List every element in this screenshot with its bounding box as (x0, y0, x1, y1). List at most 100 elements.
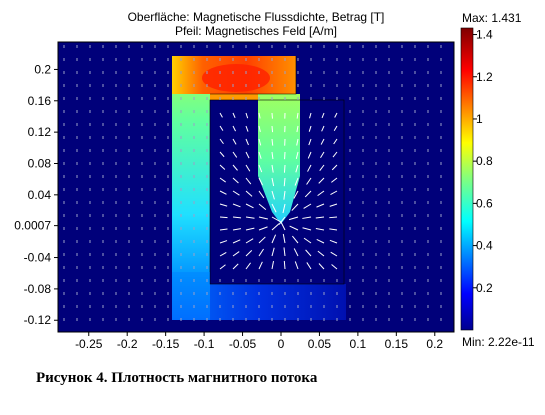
x-tick-label: 0.15 (385, 337, 409, 351)
colorbar-ticks: 1.4 1.2 1 0.8 0.6 0.4 0.2 (473, 28, 493, 295)
x-tick-label: -0.2 (117, 337, 138, 351)
field-arrow (320, 151, 325, 158)
field-arrow (291, 203, 299, 211)
y-tick-label: 0.2 (34, 62, 51, 76)
plot-title: Oberfläche: Magnetische Flussdichte, Bet… (127, 10, 385, 24)
field-arrow (219, 216, 228, 219)
field-arrow (307, 151, 312, 159)
field-arrow (245, 164, 251, 172)
field-arrow (232, 125, 236, 132)
colorbar (460, 27, 474, 331)
x-tick-label: 0.05 (308, 337, 332, 351)
field-arrow (258, 203, 267, 210)
x-tick-label: 0 (278, 337, 285, 351)
field-arrow (245, 250, 253, 257)
field-arrows (63, 45, 442, 321)
field-arrow (320, 138, 325, 145)
field-arrow (258, 125, 261, 133)
x-tick-label: -0.15 (152, 337, 180, 351)
field-arrow (219, 125, 224, 131)
field-arrow (219, 264, 226, 270)
field-arrow (282, 233, 286, 244)
field-arrow (306, 177, 312, 185)
field-arrow (330, 190, 338, 196)
field-arrow (271, 151, 274, 160)
field-arrow (245, 151, 250, 159)
field-arrow (333, 138, 338, 145)
field-arrow (271, 247, 275, 257)
field-arrow (283, 190, 286, 200)
field-arrow (303, 237, 312, 244)
field-arrow (293, 248, 299, 257)
field-arrow (329, 239, 338, 244)
left-leg-region (172, 56, 210, 320)
field-arrow (329, 216, 338, 219)
field-arrow (245, 138, 249, 146)
field-arrow (294, 177, 299, 186)
field-arrow (258, 226, 268, 231)
field-arrow (319, 164, 325, 172)
x-tick-label: 0.1 (350, 337, 367, 351)
left-leg-lower-shade (172, 272, 210, 320)
field-arrow (331, 264, 338, 270)
field-arrow (245, 190, 253, 197)
field-arrow (245, 112, 249, 119)
field-arrow (258, 261, 263, 270)
y-tick-label: 0.16 (28, 94, 52, 108)
field-arrow (289, 225, 299, 231)
field-arrow (283, 247, 286, 257)
field-arrow (283, 164, 286, 173)
field-arrow (271, 223, 280, 231)
air-gap-boundary (209, 99, 345, 285)
top-yoke-inner-edge (210, 94, 260, 100)
field-arrow (302, 216, 312, 219)
field-arrow (245, 227, 255, 231)
field-arrow (321, 112, 325, 119)
y-tick-label: 0.12 (28, 125, 52, 139)
field-arrow (302, 227, 312, 231)
field-arrow (258, 236, 266, 244)
field-arrow (245, 262, 251, 270)
yoke-boundary (210, 56, 297, 95)
field-arrow (232, 263, 239, 270)
colorbar-tick-label: 0.4 (476, 239, 493, 253)
field-arrow (307, 164, 312, 172)
plot-subtitle: Pfeil: Magnetisches Feld [A/m] (174, 24, 338, 38)
field-arrow (245, 238, 254, 244)
field-arrow (232, 239, 241, 244)
field-arrow (219, 112, 223, 118)
colorbar-tick-label: 0.2 (476, 281, 493, 295)
field-arrow (309, 112, 312, 119)
flux-hotspot (202, 64, 270, 92)
colorbar-tick-label: 1.4 (476, 28, 493, 42)
colorbar-tick-label: 1 (476, 112, 483, 126)
field-arrow (258, 248, 264, 257)
pole-piece-region (258, 94, 300, 224)
colorbar-max-label: Max: 1.431 (462, 11, 522, 25)
field-arrow (271, 177, 275, 187)
geometry-layer (172, 56, 346, 320)
field-arrow (304, 190, 312, 198)
field-arrow (296, 125, 299, 133)
field-arrow (296, 112, 299, 119)
y-tick-label: 0.08 (28, 156, 52, 170)
field-arrow (316, 239, 325, 244)
field-arrow (219, 151, 225, 158)
field-arrow (293, 190, 299, 199)
field-arrow (219, 138, 224, 145)
field-arrow (288, 216, 299, 221)
field-arrow (245, 203, 254, 209)
field-arrow (271, 164, 274, 173)
field-arrow (232, 138, 237, 145)
x-tick-label: -0.25 (75, 337, 103, 351)
x-tick-label: -0.05 (229, 337, 257, 351)
field-arrow (271, 138, 274, 146)
field-arrow (245, 216, 255, 219)
field-arrow (295, 151, 299, 160)
field-arrow (291, 235, 299, 244)
field-arrow (271, 203, 277, 213)
field-arrow (315, 216, 325, 219)
field-arrow (294, 261, 299, 270)
field-arrow (333, 125, 338, 132)
field-arrow (219, 177, 226, 183)
